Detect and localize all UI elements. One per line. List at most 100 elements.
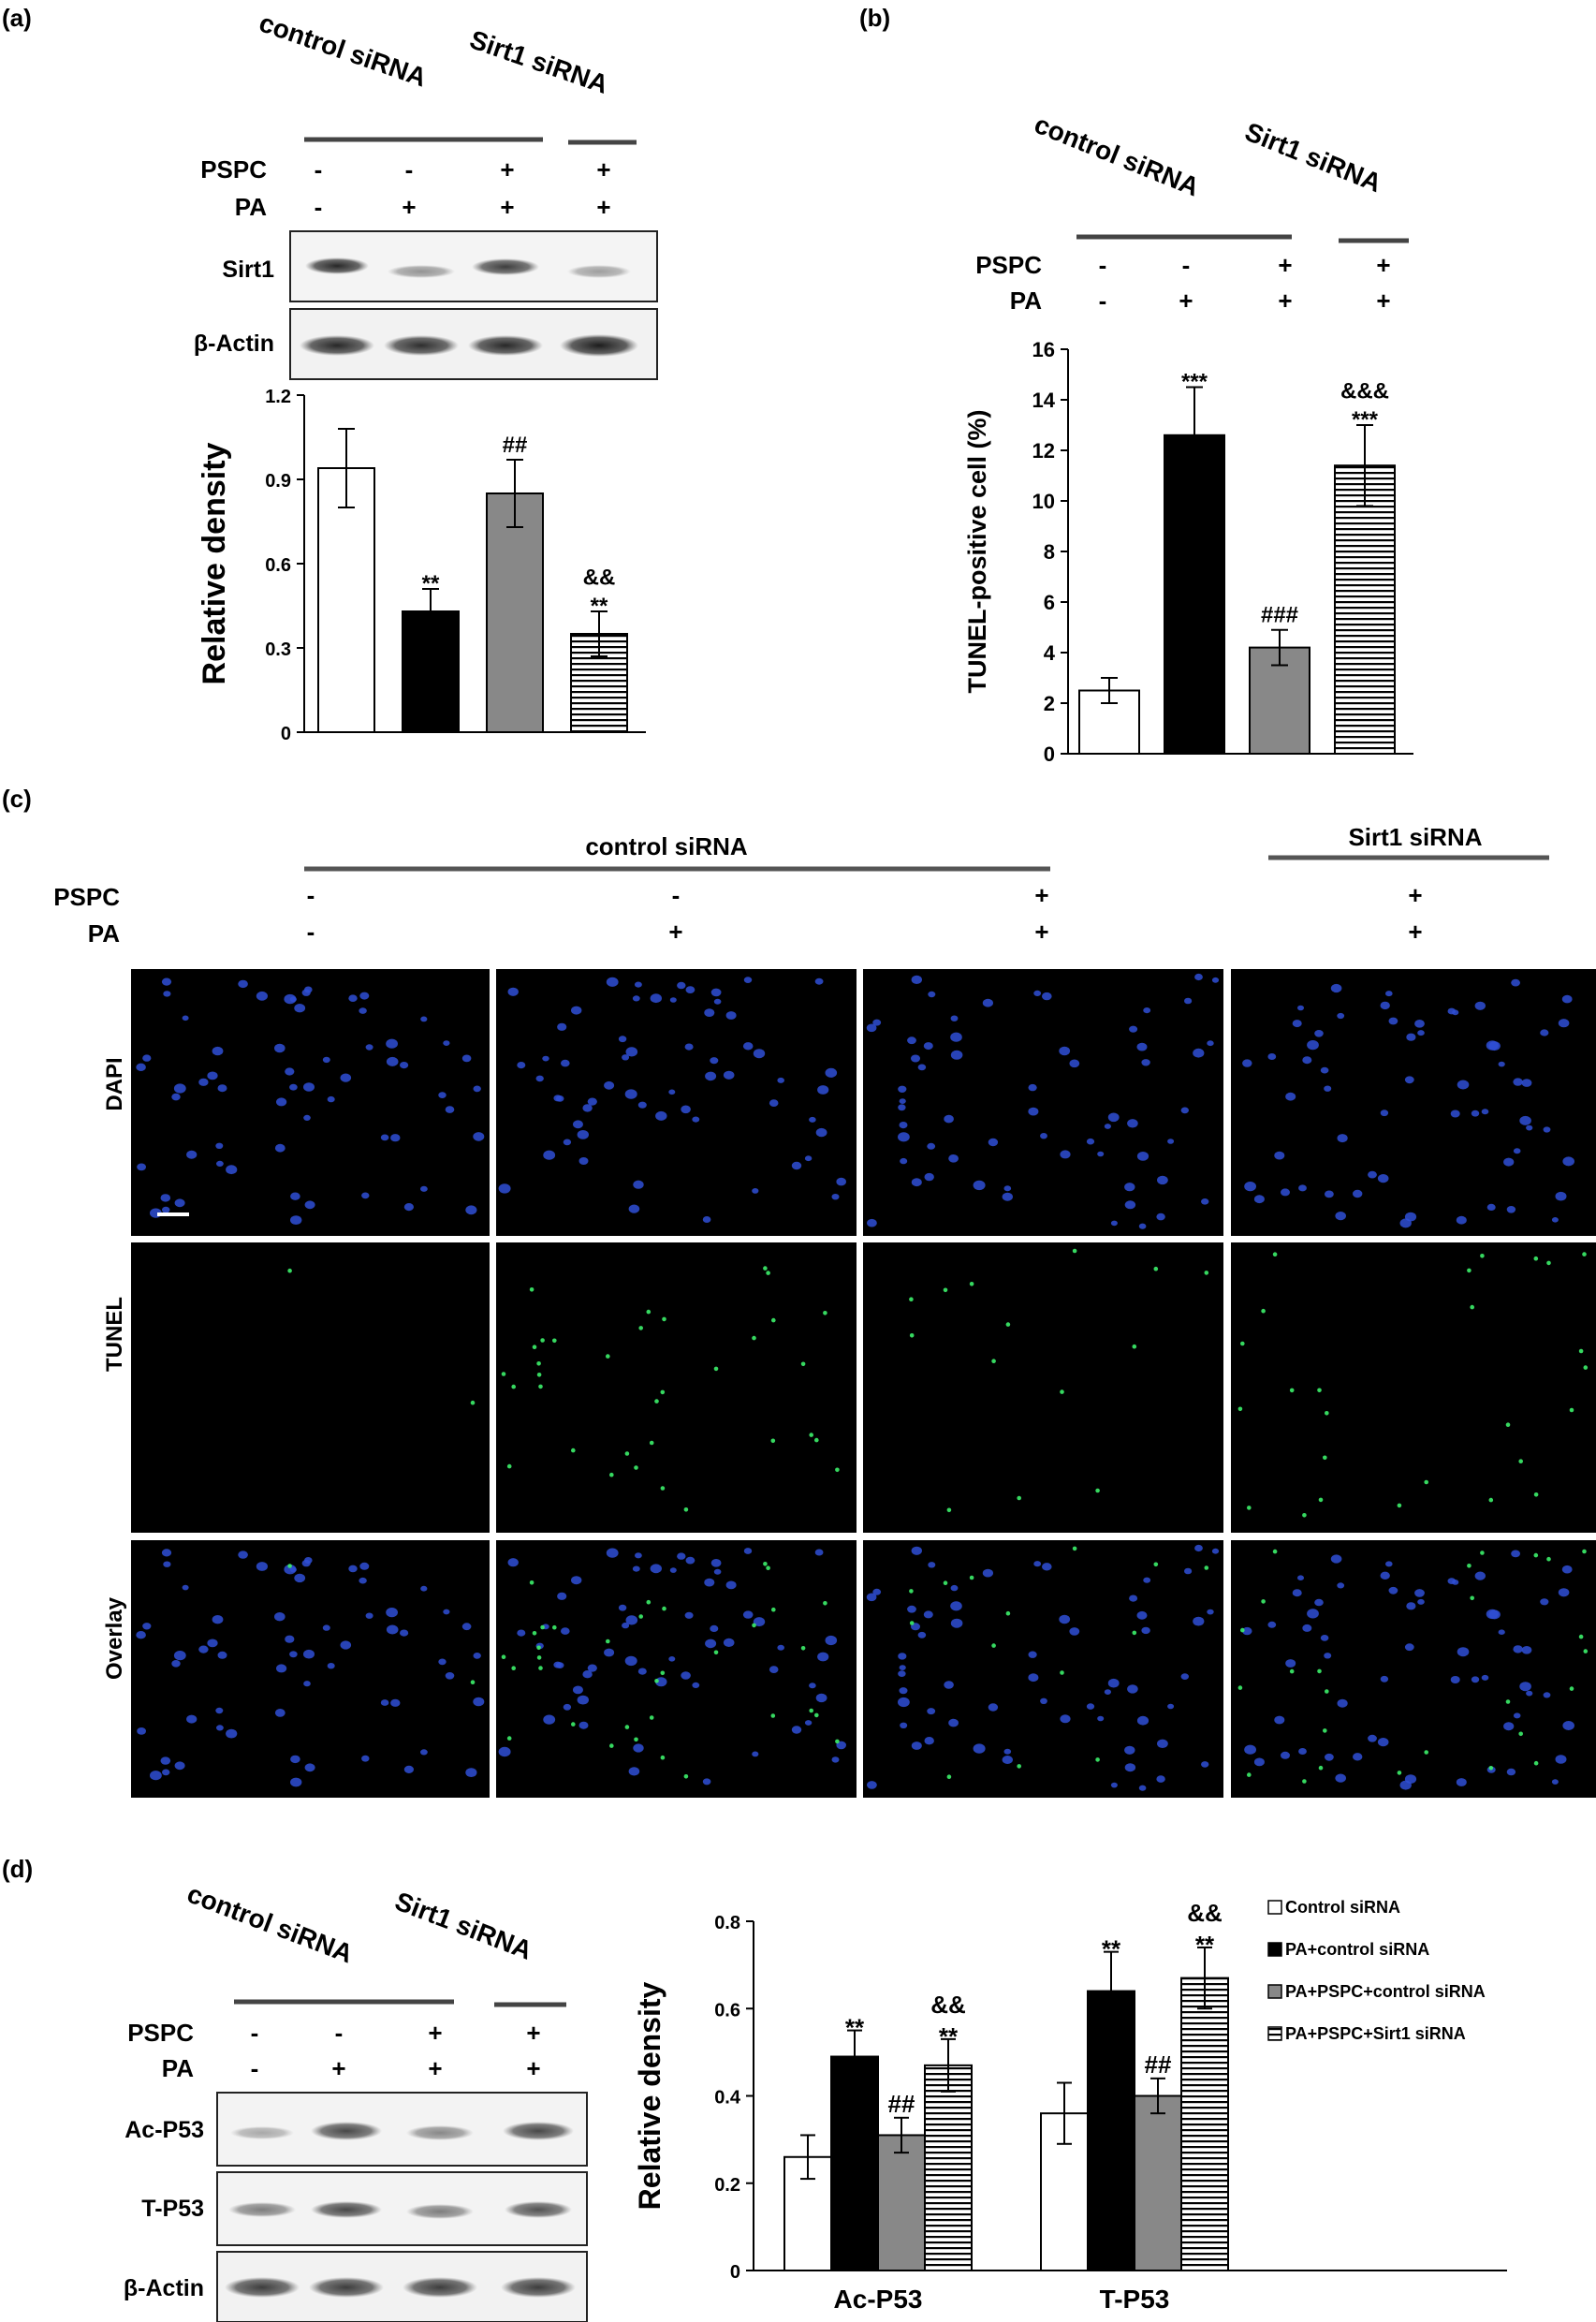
nucleus [950,1618,963,1628]
y-tick-label: 12 [1032,439,1055,463]
nucleus [276,1097,287,1107]
pspc-sign: + [428,2019,442,2047]
tunel-signal [683,1507,689,1512]
nucleus [420,1585,428,1592]
tunel-signal [1317,1388,1322,1393]
y-axis-title: Relative density [633,1981,666,2210]
nucleus [359,1007,367,1014]
micrograph-panel [863,969,1223,1236]
nucleus [791,1161,802,1170]
nucleus [973,1180,986,1191]
tunel-signal [1424,1479,1428,1485]
nucleus [207,1639,218,1648]
nucleus [507,1558,519,1567]
pa-row-a: - + + + [315,193,611,221]
nucleus [1314,1030,1324,1037]
nucleus [1307,1040,1319,1051]
nucleus [162,1206,170,1213]
nucleus [769,1099,779,1107]
group-label-text: Sirt1 siRNA [466,24,612,98]
nucleus [1124,1183,1135,1192]
micro-row-label-text: DAPI [102,1057,127,1110]
pa-row-d: - + + + [251,2054,541,2082]
nucleus [692,1116,700,1123]
nucleus [1040,1697,1047,1705]
tunel-signal [606,1354,610,1359]
nucleus [1129,1595,1138,1602]
nucleus [650,993,662,1004]
micrograph-background [496,969,857,1236]
nucleus [473,1132,485,1141]
nucleus [403,1765,414,1773]
nucleus [498,1183,511,1194]
nucleus [1156,1212,1165,1221]
pspc-sign: - [405,155,414,184]
nucleus [1244,1744,1256,1755]
blot-band [501,2277,576,2298]
tunel-signal [1424,1750,1428,1755]
nucleus [1555,1191,1567,1201]
nucleus [831,1194,840,1200]
nucleus [872,1588,882,1595]
nucleus [1297,1575,1304,1580]
tunel-signal [1518,1459,1523,1463]
nucleus [705,1071,717,1081]
y-tick-label: 0.4 [714,2088,741,2109]
nucleus [226,1165,238,1175]
chart-b-tunel-positive: 0 2 4 6 8 10 12 14 16 TUNEL-positive cell (%) *** #… [963,338,1413,766]
nucleus [825,1635,838,1646]
tunel-signal [536,1655,542,1660]
nucleus [303,1681,311,1687]
blot-band [311,2122,382,2140]
nucleus [438,1658,447,1666]
tunel-signal [609,1472,614,1477]
tunel-signal [770,1713,776,1718]
nucleus [900,1722,908,1729]
micrograph-panel [131,1540,490,1798]
nucleus [215,1142,224,1150]
microscopy-grid [131,969,1596,1798]
nucleus [578,1721,589,1729]
nucleus [1511,978,1520,987]
nucleus [1242,1059,1252,1067]
nucleus [1368,1170,1377,1179]
tunel-signal [1480,1254,1485,1258]
nucleus [1481,1109,1489,1115]
nucleus [927,1708,936,1715]
tunel-signal [823,1601,827,1606]
nucleus [692,1682,700,1688]
nucleus [618,1036,627,1043]
nucleus [1456,1215,1467,1225]
nucleus [294,1573,306,1583]
tunel-signal [1518,1731,1523,1737]
nucleus [899,1665,906,1670]
y-tick-label: 16 [1032,338,1055,361]
blot-band [388,265,455,278]
pa-sign: + [500,193,514,221]
pa-label-b: PA [1010,287,1042,315]
tunel-signal [506,1736,512,1741]
tunel-signal [660,1670,666,1676]
pa-sign: + [668,918,682,946]
nucleus [1028,1083,1037,1092]
blot-band [311,2201,382,2218]
nucleus [1511,1550,1520,1558]
group-label-sirt1-c: Sirt1 siRNA [1348,823,1482,851]
nucleus [186,1150,198,1159]
y-tick-label: 8 [1044,540,1055,564]
nucleus [290,1192,300,1200]
tunel-signal [1533,1760,1539,1766]
nucleus [1377,1738,1389,1747]
nucleus [1325,1753,1334,1761]
significance-mark: ## [503,433,528,458]
tunel-signal [1480,1550,1485,1555]
nucleus [1385,1561,1393,1567]
pa-sign: - [315,193,323,221]
nucleus [1297,1005,1304,1011]
nucleus [625,1615,638,1625]
micrograph-background [863,969,1223,1236]
nucleus [160,1756,171,1765]
tunel-signal [511,1384,516,1389]
nucleus [1330,1554,1342,1564]
nucleus [1193,1048,1205,1058]
